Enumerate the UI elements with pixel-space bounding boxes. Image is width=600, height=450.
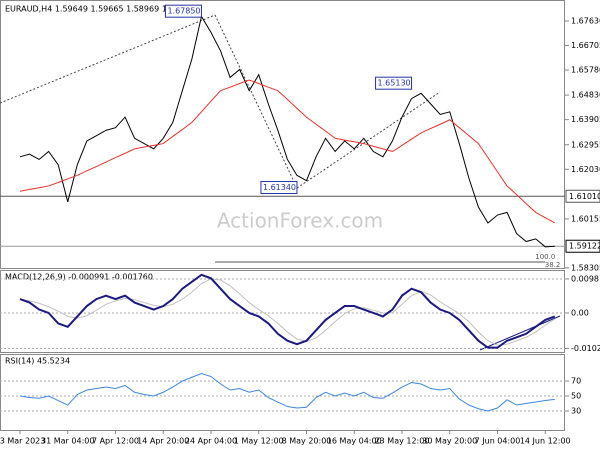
y-tick-label: 1.67630 <box>571 17 600 26</box>
trendline <box>296 91 441 189</box>
trendline <box>0 14 216 104</box>
series-line <box>19 278 556 346</box>
series-line <box>19 79 556 224</box>
y-tick-label: 1.62030 <box>571 165 600 174</box>
annotation: 1.67850 <box>167 7 200 16</box>
annotation: 1.65130 <box>378 79 411 88</box>
x-tick-label: 14 Jun 12:00 <box>520 437 571 446</box>
fib-label: 38.2 <box>545 261 561 269</box>
y-tick-label: -0.010235 <box>571 344 600 353</box>
x-tick-label: 23 Mar 2023 <box>0 437 45 446</box>
rsi-panel <box>0 354 565 431</box>
y-tick-label: 1.60155 <box>571 214 600 223</box>
y-tick-label: 70 <box>571 377 581 386</box>
annotation-box <box>164 4 202 18</box>
annotation-box <box>260 181 298 195</box>
series-line <box>19 273 556 349</box>
y-tick-label: 1.62955 <box>571 140 600 149</box>
y-tick-label: 30 <box>571 407 581 416</box>
x-tick-label: 31 Mar 04:00 <box>41 437 94 446</box>
y-tick-label: 50 <box>571 392 581 401</box>
x-tick-label: 16 May 04:00 <box>327 437 382 446</box>
annotation: 1.61340 <box>263 183 296 192</box>
fib-label: 100.0 <box>535 253 555 261</box>
panel-title: MACD(12,26,9) -0.000991 -0.001760 <box>5 273 153 282</box>
y-tick-label: 1.65780 <box>571 65 600 74</box>
y-tick-label: 1.63905 <box>571 115 600 124</box>
panel-title: EURAUD,H4 1.59649 1.59665 1.58969 1.5912… <box>5 5 195 14</box>
price-label-box <box>565 239 600 253</box>
macd-panel <box>0 270 565 353</box>
watermark: ActionForex.com <box>217 209 383 233</box>
x-tick-label: 24 Apr 04:00 <box>185 437 237 446</box>
y-tick-label: 0.00 <box>571 308 589 317</box>
level-label-box <box>565 189 600 203</box>
y-tick-label: 1.66705 <box>571 41 600 50</box>
trendline <box>214 14 298 189</box>
x-tick-label: 23 May 12:00 <box>375 437 430 446</box>
x-tick-label: 14 Apr 20:00 <box>137 437 189 446</box>
macd-trendline <box>479 315 561 351</box>
y-tick-label: 1.58305 <box>571 263 600 272</box>
y-tick-label: 0.00981 <box>571 274 600 283</box>
x-tick-label: 7 Jun 04:00 <box>475 437 521 446</box>
panel-title: RSI(14) 45.5234 <box>5 357 70 366</box>
annotation-box <box>375 76 413 90</box>
main-panel <box>0 0 565 269</box>
level-label: 1.61010 <box>569 192 600 201</box>
x-tick-label: 30 May 20:00 <box>422 437 477 446</box>
x-tick-label: 8 May 20:00 <box>282 437 332 446</box>
price-label: 1.59122 <box>569 242 600 251</box>
series-line <box>19 372 555 412</box>
y-tick-label: 1.64830 <box>571 91 600 100</box>
series-line <box>19 15 555 248</box>
x-tick-label: 7 Apr 12:00 <box>92 437 139 446</box>
x-tick-label: 1 May 12:00 <box>234 437 284 446</box>
